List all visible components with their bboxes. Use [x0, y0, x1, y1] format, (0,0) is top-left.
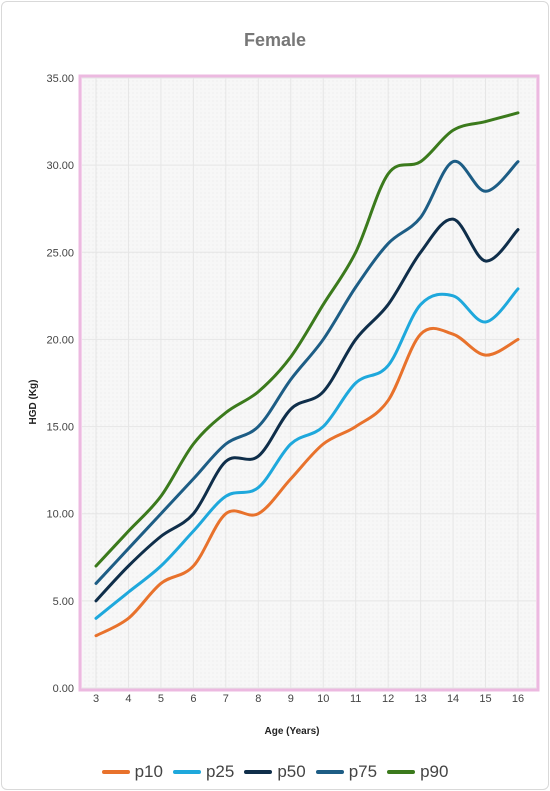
series-lines	[94, 111, 520, 638]
x-tick-label: 4	[125, 693, 131, 705]
legend-item-p90: p90	[387, 762, 448, 782]
legend-label: p50	[277, 762, 306, 781]
legend-label: p10	[134, 762, 163, 781]
legend-swatch	[315, 770, 344, 774]
legend-swatch	[244, 770, 273, 774]
series-line-p25	[94, 287, 520, 620]
x-tick-label: 6	[190, 693, 196, 705]
series-line-p50	[94, 217, 520, 603]
series-line-p90	[94, 111, 520, 568]
x-tick-label: 8	[255, 693, 261, 705]
y-tick-label: 30.00	[46, 160, 74, 172]
legend-swatch	[172, 770, 201, 774]
legend-label: p75	[348, 762, 378, 781]
y-tick-label: 10.00	[46, 509, 74, 521]
legend-swatch	[101, 770, 130, 774]
x-tick-label: 13	[414, 693, 426, 705]
legend-item-p75: p75	[315, 762, 378, 782]
legend-item-p25: p25	[172, 762, 235, 782]
x-tick-label: 3	[93, 693, 99, 705]
x-axis: 3 4 5 6 7 8 9 10 11 12 13 14 15 16	[93, 693, 524, 705]
y-tick-label: 5.00	[53, 596, 74, 608]
y-tick-label: 35.00	[46, 73, 74, 85]
x-tick-label: 15	[479, 693, 491, 705]
x-tick-label: 7	[223, 693, 229, 705]
series-line-p10	[94, 326, 520, 638]
gridlines	[82, 77, 536, 689]
chart-title: Female	[243, 30, 307, 50]
x-tick-label: 9	[288, 693, 294, 705]
legend: p10 p25 p50 p75 p90	[0, 762, 550, 782]
legend-item-p50: p50	[244, 762, 306, 782]
x-tick-label: 14	[447, 693, 459, 705]
legend-label: p90	[420, 762, 449, 781]
legend-swatch	[387, 770, 416, 774]
series-line-p75	[94, 160, 520, 585]
x-axis-title: Age (Years)	[264, 726, 319, 737]
y-tick-label: 0.00	[53, 683, 74, 695]
legend-item-p10: p10	[101, 762, 163, 782]
x-tick-label: 10	[317, 693, 329, 705]
x-tick-label: 12	[382, 693, 394, 705]
legend-label: p25	[205, 762, 235, 781]
x-tick-label: 16	[512, 693, 524, 705]
y-tick-label: 15.00	[46, 422, 74, 434]
y-tick-label: 25.00	[46, 247, 74, 259]
y-tick-label: 20.00	[46, 334, 74, 346]
x-tick-label: 11	[350, 693, 361, 705]
x-tick-label: 5	[158, 693, 164, 705]
y-axis-title: HGD (Kg)	[28, 380, 39, 425]
y-axis: 0.00 5.00 10.00 15.00 20.00 25.00 30.00 35.00	[46, 73, 74, 695]
